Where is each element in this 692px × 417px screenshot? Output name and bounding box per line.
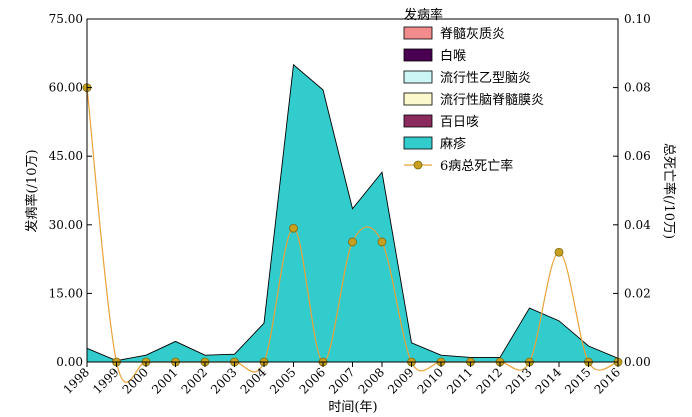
y-tick-label: 30.00 [49, 218, 83, 232]
x-tick-label: 2008 [356, 365, 387, 396]
x-tick-label: 2002 [179, 365, 210, 396]
legend-swatch-白喉 [403, 48, 433, 62]
x-tick-label: 2015 [562, 365, 593, 396]
y-tick-label: 45.00 [49, 149, 83, 163]
legend-marker-6病总死亡率 [413, 160, 423, 170]
legend-label-脊髓灰质炎: 脊髓灰质炎 [440, 27, 505, 42]
y-tick-label: 0.00 [56, 355, 83, 369]
legend-label-麻疹: 麻疹 [440, 136, 466, 152]
legend-swatch-流行性脑脊髓膜炎 [403, 92, 433, 106]
y-axis-title: 发病率(/10万) [24, 149, 40, 232]
x-tick-label: 2013 [503, 365, 534, 396]
data-point-6病总死亡率-2007 [348, 237, 357, 247]
legend-title: 发病率 [404, 7, 443, 23]
legend-label-流行性乙型脑炎: 流行性乙型脑炎 [440, 71, 531, 86]
x-tick-label: 1998 [61, 365, 92, 396]
legend-label-6病总死亡率: 6病总死亡率 [440, 158, 513, 174]
y2-tick-label: 0.08 [624, 81, 651, 95]
data-point-6病总死亡率-2014 [554, 247, 564, 257]
x-tick-label: 2006 [297, 365, 328, 396]
y2-tick-label: 0.06 [624, 149, 651, 163]
x-tick-label: 2001 [149, 365, 180, 396]
legend-swatch-百日咳 [403, 114, 433, 128]
x-tick-label: 2009 [385, 365, 416, 396]
x-tick-label: 2010 [415, 365, 446, 396]
y-tick-label: 15.00 [49, 286, 83, 300]
x-tick-label: 2012 [474, 365, 505, 396]
series-area-麻疹 [86, 63, 619, 363]
legend-label-流行性脑脊髓膜炎: 流行性脑脊髓膜炎 [440, 93, 544, 108]
x-tick-label: 2004 [238, 365, 270, 397]
legend-swatch-脊髓灰质炎 [403, 26, 433, 40]
x-tick-label: 2011 [444, 365, 475, 396]
y2-tick-label: 0.10 [624, 12, 651, 26]
y2-tick-label: 0.02 [624, 286, 651, 300]
x-tick-label: 2014 [533, 365, 565, 397]
legend-swatch-麻疹 [403, 136, 433, 150]
x-tick-label: 1999 [90, 365, 121, 396]
legend-label-白喉: 白喉 [440, 48, 466, 64]
data-point-6病总死亡率-2005 [289, 223, 298, 233]
plot-area [82, 63, 623, 383]
x-tick-label: 2007 [326, 365, 357, 396]
x-tick-label: 2003 [208, 365, 239, 396]
y-tick-label: 60.00 [49, 81, 83, 95]
y-tick-label: 75.00 [49, 12, 83, 26]
x-axis-title: 时间(年) [328, 400, 377, 415]
legend-label-百日咳: 百日咳 [440, 115, 479, 130]
y2-tick-label: 0.04 [624, 218, 651, 232]
x-tick-label: 2005 [267, 365, 298, 396]
y2-axis-title: 总死亡率(/10万) [661, 143, 677, 239]
legend-swatch-流行性乙型脑炎 [403, 70, 433, 84]
data-point-6病总死亡率-2008 [377, 237, 387, 247]
y2-tick-label: 0.00 [624, 355, 651, 369]
x-tick-label: 2000 [120, 365, 151, 396]
